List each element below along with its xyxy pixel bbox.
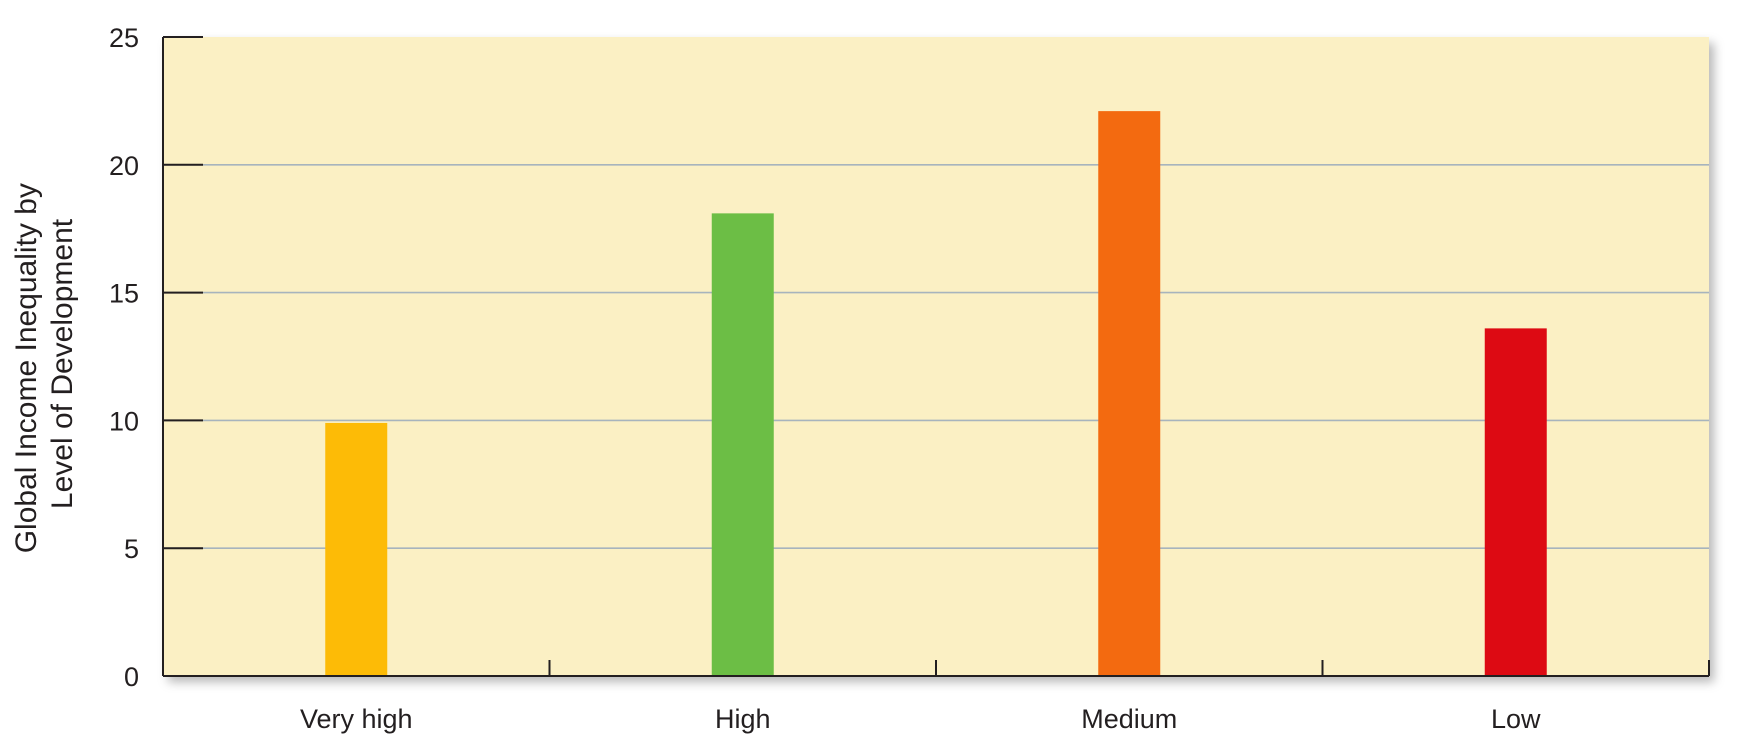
y-tick-label: 0 [124, 662, 139, 692]
y-tick-label: 10 [109, 406, 139, 436]
x-tick-label: Medium [1081, 704, 1177, 734]
y-axis-title-line-2: Level of Development [46, 218, 79, 509]
x-tick-label: High [715, 704, 771, 734]
y-axis-ticks: 0 5 10 15 20 25 [109, 23, 203, 692]
bar-high [711, 213, 774, 676]
y-tick-label: 20 [109, 151, 139, 181]
plot-area [163, 37, 1709, 676]
y-axis-title-line-1: Global Income Inequality by [10, 183, 43, 553]
x-axis-ticks: Very high High Medium Low [300, 660, 1710, 734]
bar-medium [1098, 111, 1161, 676]
y-axis-title: Global Income Inequality by Level of Dev… [10, 175, 79, 554]
bar-very-high [325, 422, 388, 676]
gridlines [163, 164, 1709, 550]
bars [325, 111, 1547, 676]
bar-low [1484, 328, 1547, 676]
x-tick-label: Low [1491, 704, 1541, 734]
x-tick-label: Very high [300, 704, 413, 734]
y-tick-label: 25 [109, 23, 139, 53]
y-tick-label: 5 [124, 534, 139, 564]
y-tick-label: 15 [109, 279, 139, 309]
